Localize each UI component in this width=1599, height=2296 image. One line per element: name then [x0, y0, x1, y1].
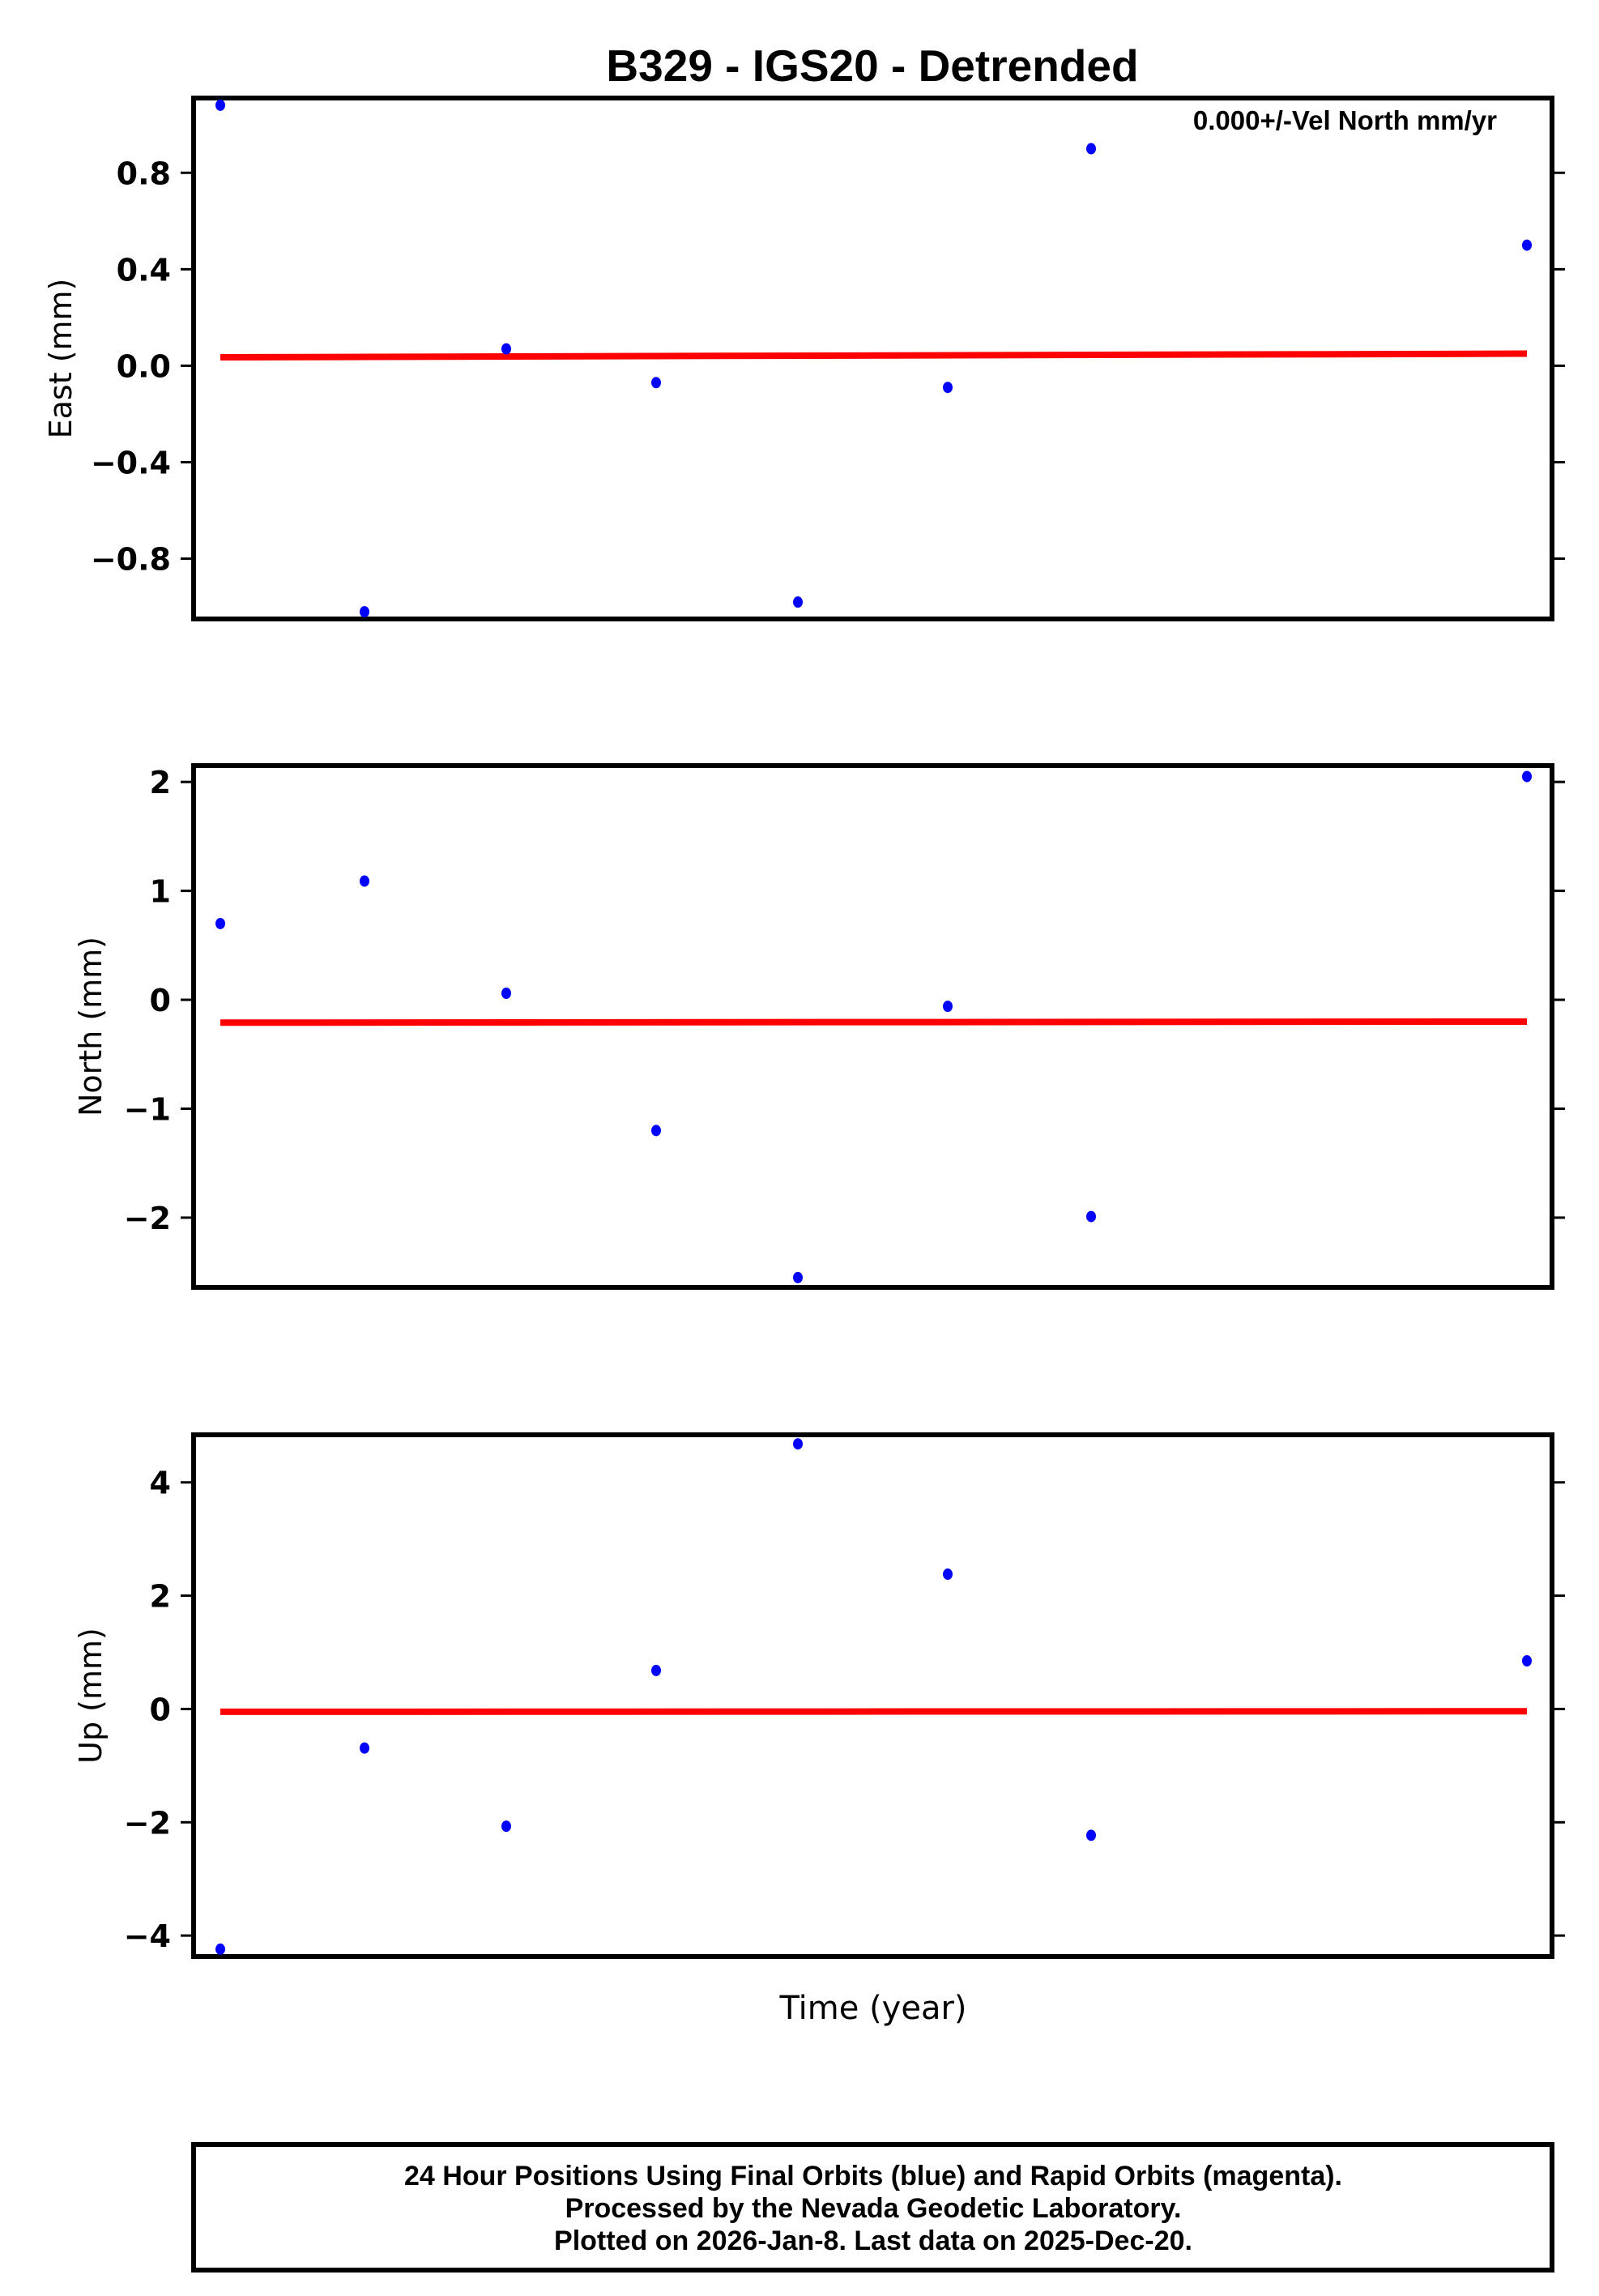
data-point — [501, 1820, 511, 1833]
y-tick-label: 0.0 — [117, 348, 171, 384]
data-point — [793, 1438, 803, 1450]
footer-box: 24 Hour Positions Using Final Orbits (bl… — [191, 2142, 1554, 2273]
y-tick-label: 0 — [150, 1692, 171, 1727]
data-point — [360, 606, 369, 618]
data-point — [1522, 1654, 1532, 1667]
y-tick-label: −0.8 — [91, 542, 171, 578]
data-point — [501, 987, 511, 999]
y-axis-label: North (mm) — [73, 937, 109, 1116]
trend-line — [220, 350, 1528, 361]
data-point — [1522, 239, 1532, 251]
data-point — [1086, 143, 1096, 155]
data-point — [360, 875, 369, 887]
chart-title: B329 - IGS20 - Detrended — [606, 41, 1138, 91]
y-tick-label: −2 — [124, 1201, 171, 1236]
y-tick-label: 0.4 — [117, 252, 171, 288]
y-tick-label: 4 — [150, 1466, 171, 1501]
data-point — [651, 1664, 661, 1676]
velocity-annotation: 0.000+/-Vel North mm/yr — [1193, 105, 1497, 135]
data-point — [215, 1943, 225, 1955]
data-point — [215, 917, 225, 929]
x-axis-label: Time (year) — [778, 1990, 966, 2027]
data-point — [793, 1271, 803, 1283]
data-point — [1086, 1829, 1096, 1841]
data-point — [943, 1001, 953, 1013]
data-point — [943, 382, 953, 394]
east-panel: 0.000+/-Vel North mm/yr 0.8 0.4 0.0 −0.4 −0.… — [43, 96, 1565, 621]
y-tick-label: 2 — [150, 1579, 171, 1615]
data-point — [651, 1125, 661, 1137]
y-tick-label: 2 — [150, 765, 171, 800]
data-point — [793, 596, 803, 608]
data-point — [651, 377, 661, 389]
plot-frame — [191, 1432, 1554, 1959]
y-tick-label: 0.8 — [117, 156, 171, 191]
y-tick-label: −0.4 — [91, 446, 171, 481]
footer-line-3: Plotted on 2026-Jan-8. Last data on 2025… — [554, 2226, 1192, 2256]
footer-line-1: 24 Hour Positions Using Final Orbits (bl… — [404, 2161, 1342, 2191]
data-point — [215, 99, 225, 111]
footer-line-2: Processed by the Nevada Geodetic Laborat… — [565, 2193, 1182, 2224]
trend-line — [220, 1708, 1528, 1715]
north-panel: 2 1 0 −1 −2 North (mm) — [73, 763, 1565, 1290]
data-point — [501, 343, 511, 355]
data-point — [1086, 1210, 1096, 1223]
y-tick-label: −1 — [124, 1092, 171, 1128]
y-tick-label: −4 — [124, 1918, 171, 1954]
y-tick-label: 1 — [150, 874, 171, 910]
data-point — [943, 1568, 953, 1581]
plot-frame — [191, 96, 1554, 621]
data-point — [360, 1742, 369, 1754]
y-axis-label: East (mm) — [43, 279, 79, 439]
data-point — [1522, 770, 1532, 783]
up-panel: 4 2 0 −2 −4 Up (mm) — [73, 1432, 1565, 1959]
y-tick-label: −2 — [124, 1805, 171, 1841]
plot-frame — [191, 763, 1554, 1290]
y-axis-label: Up (mm) — [73, 1628, 109, 1764]
y-tick-label: 0 — [150, 983, 171, 1018]
